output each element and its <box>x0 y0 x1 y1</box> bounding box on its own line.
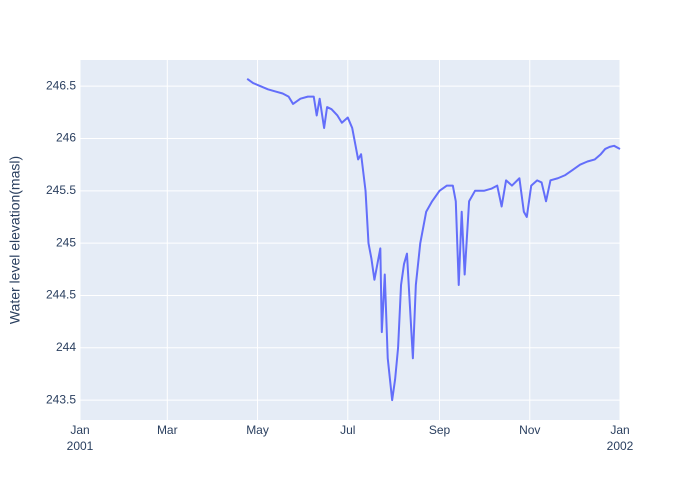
y-tick-label: 246 <box>56 131 76 145</box>
series-line <box>246 78 621 402</box>
x-tick-label: Jan 2002 <box>606 423 634 453</box>
x-tick-label: Jan 2001 <box>66 423 94 453</box>
y-axis-title: Water level elevation(masl) <box>7 156 23 324</box>
x-tick-label: Jul <box>340 423 356 437</box>
x-tick-label: May <box>246 423 269 437</box>
y-tick-label: 244 <box>56 340 76 354</box>
y-tick-label: 245 <box>56 235 76 249</box>
plot-area <box>80 60 620 420</box>
y-tick-label: 245.5 <box>46 183 76 197</box>
y-tick-label: 246.5 <box>46 78 76 92</box>
y-tick-label: 243.5 <box>46 392 76 406</box>
x-tick-label: Sep <box>428 423 451 437</box>
x-tick-label: Nov <box>519 423 541 437</box>
x-tick-label: Mar <box>156 423 178 437</box>
y-tick-label: 244.5 <box>46 288 76 302</box>
